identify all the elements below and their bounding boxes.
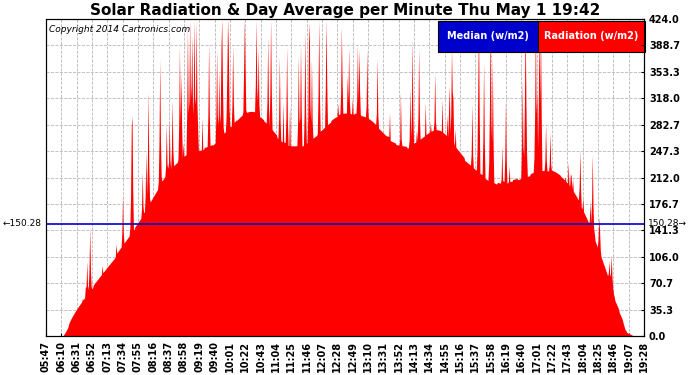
Text: Radiation (w/m2): Radiation (w/m2)	[544, 32, 639, 41]
Title: Solar Radiation & Day Average per Minute Thu May 1 19:42: Solar Radiation & Day Average per Minute…	[90, 3, 600, 18]
Text: Copyright 2014 Cartronics.com: Copyright 2014 Cartronics.com	[49, 25, 190, 34]
Text: Median (w/m2): Median (w/m2)	[447, 32, 529, 41]
FancyBboxPatch shape	[538, 21, 644, 52]
Text: 150.28→: 150.28→	[648, 219, 687, 228]
FancyBboxPatch shape	[437, 21, 538, 52]
Text: ←150.28: ←150.28	[3, 219, 42, 228]
